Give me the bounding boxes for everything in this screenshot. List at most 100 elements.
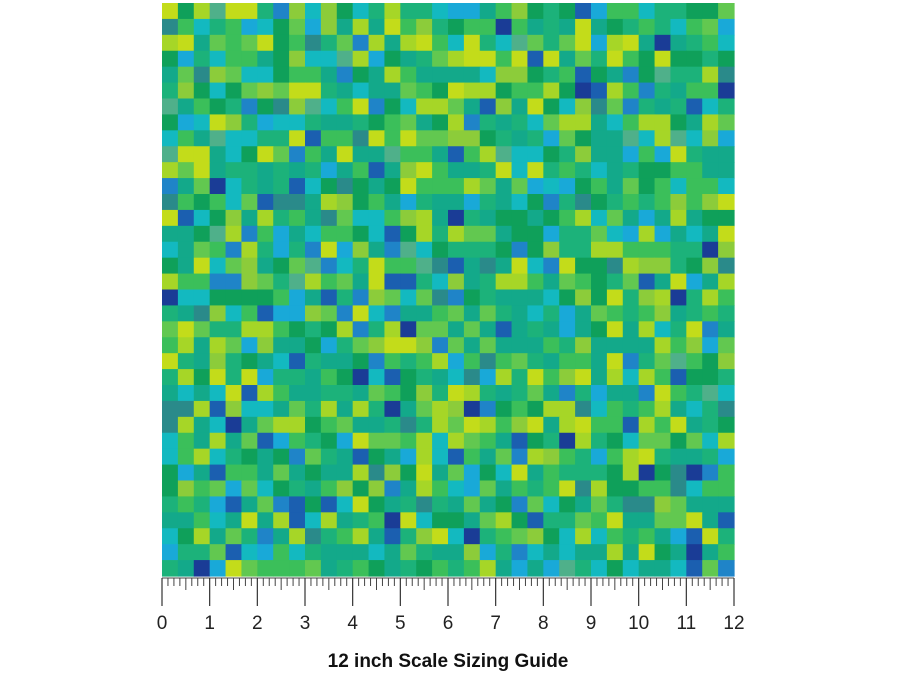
tile	[654, 82, 672, 100]
tile	[622, 162, 640, 179]
tile	[606, 194, 624, 211]
tile	[320, 544, 338, 561]
tile	[162, 337, 179, 354]
tile	[448, 544, 465, 561]
tile	[241, 464, 258, 482]
tile	[575, 98, 592, 116]
tile	[463, 544, 481, 561]
tile	[575, 257, 592, 275]
tile	[289, 480, 306, 498]
tile	[670, 114, 687, 131]
tile	[241, 305, 258, 322]
tile	[622, 178, 640, 195]
tile	[511, 369, 529, 386]
tile	[384, 416, 401, 434]
tile	[463, 560, 481, 577]
tile	[416, 544, 433, 561]
tile	[543, 178, 560, 195]
tile	[352, 512, 370, 529]
tile	[289, 194, 306, 211]
tile	[702, 178, 719, 195]
tile	[177, 512, 195, 529]
tile	[400, 448, 417, 466]
tile	[336, 385, 354, 402]
tile	[479, 98, 497, 116]
tile	[432, 257, 449, 275]
tile	[670, 50, 687, 68]
tile	[336, 194, 354, 211]
tile	[305, 448, 322, 466]
tile	[702, 544, 719, 561]
tile	[400, 337, 417, 354]
tile	[543, 130, 560, 147]
tile	[448, 18, 465, 36]
tile	[559, 257, 576, 275]
tile	[622, 66, 640, 84]
tile	[209, 448, 227, 466]
tile	[479, 225, 497, 243]
tile	[495, 130, 513, 147]
tile	[495, 257, 513, 275]
tile	[336, 512, 354, 529]
ruler-label: 6	[443, 613, 454, 634]
tile	[686, 34, 703, 52]
tile	[305, 496, 322, 513]
tile	[273, 544, 290, 561]
tile	[289, 337, 306, 354]
tile	[177, 528, 195, 545]
tile	[559, 369, 576, 386]
tile	[273, 3, 290, 20]
tile	[416, 416, 433, 434]
tile	[448, 337, 465, 354]
tile	[320, 257, 338, 275]
tile	[638, 241, 656, 259]
tile	[241, 178, 258, 195]
tile	[559, 273, 576, 291]
tile	[686, 305, 703, 322]
tile	[162, 114, 179, 131]
tile	[257, 305, 274, 322]
tile	[289, 321, 306, 338]
tile	[368, 130, 386, 147]
tile	[575, 66, 592, 84]
tile	[432, 82, 449, 100]
tile	[622, 18, 640, 36]
tile	[575, 194, 592, 211]
tile	[336, 337, 354, 354]
tile	[400, 66, 417, 84]
tile	[209, 385, 227, 402]
tile	[495, 480, 513, 498]
tile	[162, 34, 179, 52]
tile	[384, 82, 401, 100]
tile	[543, 34, 560, 52]
tile	[225, 3, 243, 20]
tile	[416, 3, 433, 20]
tile	[305, 50, 322, 68]
tile	[400, 18, 417, 36]
tile	[559, 34, 576, 52]
tile	[177, 194, 195, 211]
tile	[686, 194, 703, 211]
tile	[432, 432, 449, 450]
tile	[448, 194, 465, 211]
tile	[670, 34, 687, 52]
tile	[686, 225, 703, 243]
tile	[225, 512, 243, 529]
tile	[209, 178, 227, 195]
tile	[670, 544, 687, 561]
tile	[384, 528, 401, 545]
tile	[559, 480, 576, 498]
tile	[686, 209, 703, 227]
tile	[479, 337, 497, 354]
tile	[416, 448, 433, 466]
tile	[448, 416, 465, 434]
tile	[289, 162, 306, 179]
tile	[305, 385, 322, 402]
tile	[209, 321, 227, 338]
tile	[400, 321, 417, 338]
tile	[622, 146, 640, 163]
tile	[638, 257, 656, 275]
tile	[289, 114, 306, 131]
tile	[162, 98, 179, 116]
tile	[686, 337, 703, 354]
